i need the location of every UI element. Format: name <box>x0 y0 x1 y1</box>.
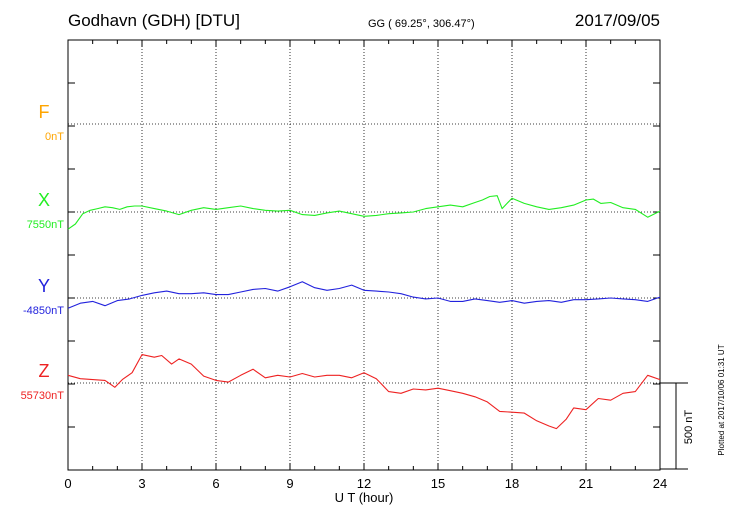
scale-bar <box>660 382 688 470</box>
x-tick-label: 15 <box>431 476 445 491</box>
x-tick-label: 24 <box>653 476 667 491</box>
x-tick-label: 21 <box>579 476 593 491</box>
station-coords: GG ( 69.25°, 306.47°) <box>368 18 475 30</box>
station-title: Godhavn (GDH) [DTU] <box>68 11 240 30</box>
x-tick-labels: 0 3 6 9 12 15 18 21 24 <box>64 476 667 491</box>
series-line-y <box>67 281 661 309</box>
series-name-z: Z <box>39 361 50 381</box>
series-baseline-y: -4850nT <box>23 305 64 317</box>
plot-frame <box>67 39 661 471</box>
plot-date: 2017/09/05 <box>575 11 660 30</box>
series-lines <box>67 195 661 430</box>
x-tick-label: 18 <box>505 476 519 491</box>
series-line-x <box>67 195 661 230</box>
grid-lines <box>68 40 660 470</box>
series-name-x: X <box>38 190 50 210</box>
series-baseline-f: 0nT <box>45 131 64 143</box>
x-tick-label: 12 <box>357 476 371 491</box>
series-name-y: Y <box>38 276 50 296</box>
plotted-note: Plotted at 2017/10/06 01:31 UT <box>717 344 726 455</box>
scale-bar-label: 500 nT <box>683 410 695 445</box>
series-labels: F 0nT X 7550nT Y -4850nT Z 55730nT <box>21 102 65 402</box>
x-tick-label: 6 <box>212 476 219 491</box>
series-line-z <box>67 354 661 430</box>
x-tick-label: 9 <box>286 476 293 491</box>
axis-ticks <box>67 39 661 471</box>
series-baseline-x: 7550nT <box>27 219 65 231</box>
series-name-f: F <box>39 102 50 122</box>
series-baseline-z: 55730nT <box>21 390 65 402</box>
x-tick-label: 3 <box>138 476 145 491</box>
x-axis-label: U T (hour) <box>335 490 394 505</box>
x-tick-label: 0 <box>64 476 71 491</box>
